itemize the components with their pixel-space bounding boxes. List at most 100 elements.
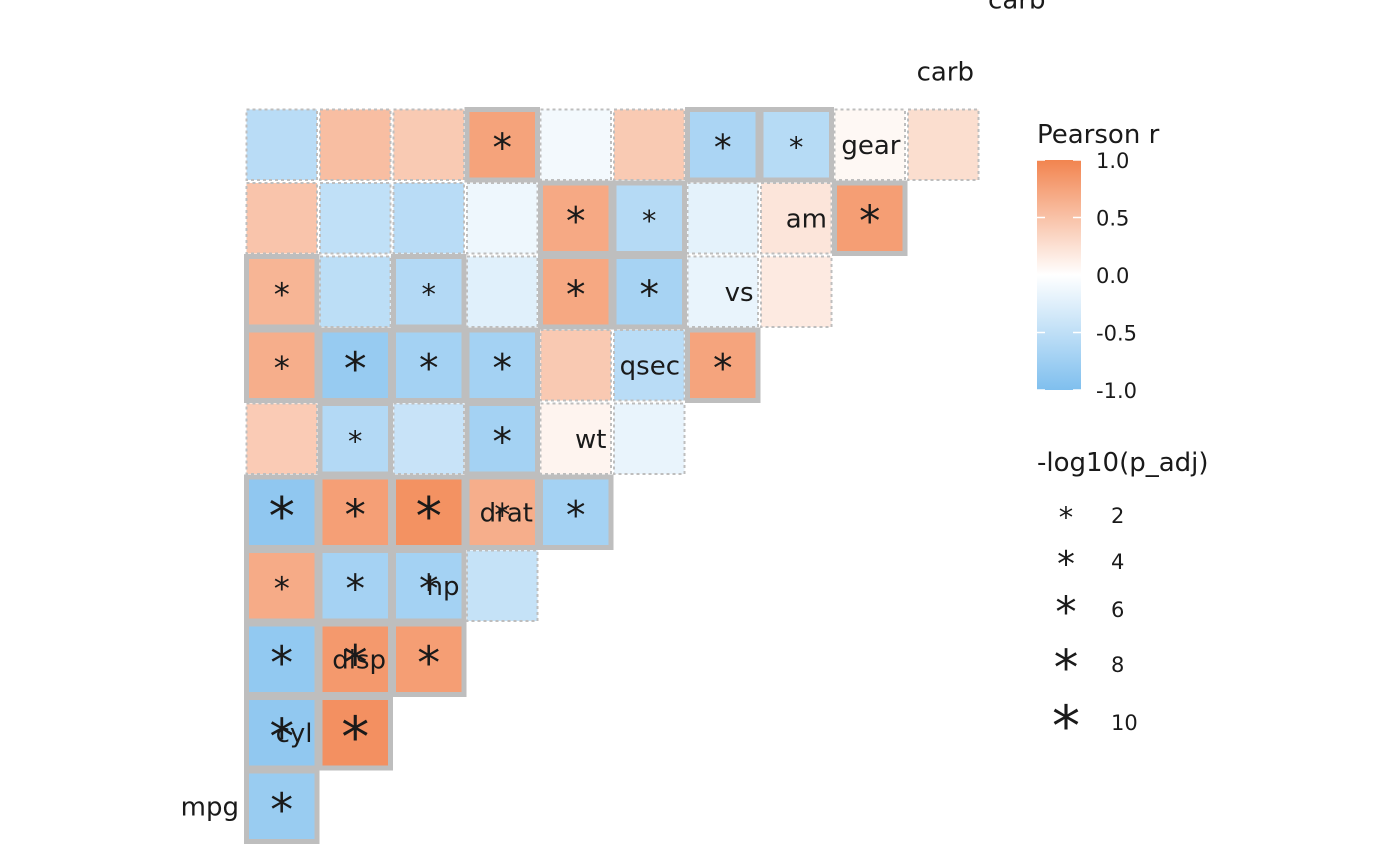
significance-mark: * — [274, 275, 290, 313]
significance-mark: * — [341, 705, 369, 770]
heatmap-cell: * — [391, 474, 467, 550]
heatmap-cell — [466, 255, 539, 328]
heatmap-cell — [392, 108, 465, 181]
heatmap-cell: * — [611, 254, 687, 330]
variable-label: vs — [725, 278, 754, 308]
variable-label: gear — [841, 131, 900, 161]
significance-mark: * — [343, 634, 368, 692]
significance-mark: * — [345, 491, 366, 540]
heatmap-cell — [466, 549, 539, 622]
significance-mark: * — [422, 277, 436, 311]
variable-label: carb — [917, 57, 974, 87]
heatmap-cell: * — [317, 474, 393, 550]
color-legend-label: -0.5 — [1096, 322, 1137, 346]
heatmap-cell: * — [538, 254, 614, 330]
heatmap-cell — [539, 402, 612, 475]
variable-label: cyl — [276, 719, 313, 749]
heatmap-cell — [245, 402, 318, 475]
significance-mark: * — [789, 130, 803, 164]
significance-mark: * — [494, 496, 510, 534]
heatmap-cell — [245, 108, 318, 181]
heatmap-cell: * — [244, 695, 320, 771]
heatmap-cell: * — [244, 474, 320, 550]
heatmap-cell: * — [317, 401, 393, 477]
heatmap-cell: * — [244, 548, 320, 624]
heatmap-cell: * — [685, 107, 761, 183]
significance-mark: * — [270, 635, 293, 689]
significance-mark: * — [714, 128, 732, 169]
variable-label: carb — [988, 0, 1045, 16]
heatmap-cell: * — [317, 695, 393, 771]
size-legend-star: * — [1055, 588, 1076, 637]
heatmap-cell — [760, 182, 833, 255]
heatmap-cell — [319, 182, 392, 255]
variable-label: qsec — [620, 351, 680, 381]
heatmap-cell: * — [832, 180, 908, 256]
heatmap-cell — [466, 182, 539, 255]
significance-mark: * — [642, 203, 656, 237]
significance-mark: * — [566, 273, 586, 318]
size-legend-label: 6 — [1111, 598, 1124, 622]
variable-label: disp — [332, 645, 386, 675]
significance-mark: * — [493, 347, 513, 392]
size-legend-label: 4 — [1111, 550, 1124, 574]
significance-mark: * — [269, 707, 294, 765]
heatmap-cell: * — [244, 621, 320, 697]
heatmap-cell — [613, 402, 686, 475]
heatmap-cell: * — [391, 327, 467, 403]
heatmap-cells: * * * * * * * * * * * * * * * * * * * * * * * * * * * * * * * — [244, 107, 980, 844]
size-legend-label: 8 — [1111, 653, 1124, 677]
size-legend-star: * — [1052, 695, 1080, 760]
heatmap-cell: * — [685, 327, 761, 403]
significance-mark: * — [269, 486, 295, 547]
significance-mark: * — [419, 347, 439, 392]
heatmap-cell — [392, 182, 465, 255]
heatmap-cell: * — [244, 768, 320, 844]
heatmap-cell: * — [391, 254, 467, 330]
size-legend-star: * — [1057, 544, 1075, 585]
significance-mark: * — [346, 567, 366, 612]
significance-mark: * — [344, 341, 367, 395]
significance-mark: * — [493, 420, 513, 465]
size-legend-label: 2 — [1111, 504, 1124, 528]
significance-mark: * — [640, 273, 660, 318]
heatmap-cell: * — [758, 107, 834, 183]
heatmap-cell: * — [244, 327, 320, 403]
color-legend-label: 0.5 — [1096, 207, 1129, 231]
significance-mark: * — [416, 486, 442, 547]
heatmap-cell — [907, 108, 980, 181]
heatmap-cell: * — [391, 548, 467, 624]
heatmap-cell — [245, 182, 318, 255]
size-legend-label: 10 — [1111, 711, 1138, 735]
heatmap-cell — [613, 108, 686, 181]
color-legend-title: Pearson r — [1037, 120, 1160, 150]
heatmap-cell: * — [317, 548, 393, 624]
variable-labels: mpg cyl disp hp drat wt qsec vs am gear carb carb — [181, 0, 1046, 822]
significance-mark: * — [566, 494, 586, 539]
size-legend-title: -log10(p_adj) — [1037, 448, 1209, 478]
heatmap-cell — [760, 255, 833, 328]
heatmap-cell: * — [317, 327, 393, 403]
significance-mark: * — [419, 567, 439, 612]
heatmap-cell: * — [464, 474, 540, 550]
heatmap-cell — [539, 108, 612, 181]
size-legend-star: * — [1059, 500, 1073, 534]
significance-mark: * — [274, 349, 290, 387]
significance-mark: * — [713, 347, 733, 392]
heatmap-cell: * — [611, 180, 687, 256]
color-legend-label: -1.0 — [1096, 379, 1137, 403]
heatmap-cell — [686, 182, 759, 255]
heatmap-cell — [392, 402, 465, 475]
heatmap-cell: * — [538, 180, 614, 256]
variable-label: mpg — [181, 792, 239, 822]
significance-mark: * — [348, 424, 362, 458]
heatmap-cell: * — [464, 327, 540, 403]
heatmap-cell — [833, 108, 906, 181]
color-legend-label: 1.0 — [1096, 149, 1129, 173]
significance-mark: * — [566, 200, 586, 245]
heatmap-cell: * — [538, 474, 614, 550]
heatmap-cell: * — [464, 401, 540, 477]
size-legend-star: * — [1054, 639, 1079, 697]
variable-label: wt — [575, 425, 606, 455]
